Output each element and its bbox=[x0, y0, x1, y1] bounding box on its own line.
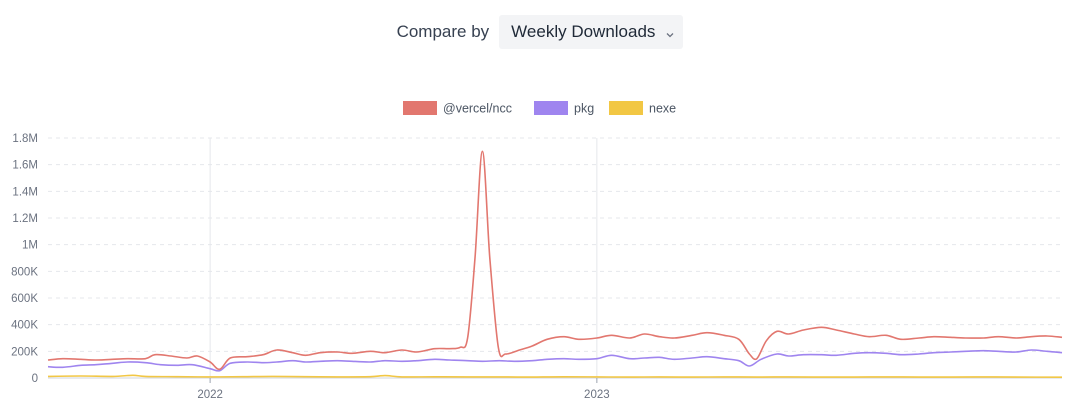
compare-by-selected-value: Weekly Downloads bbox=[511, 22, 656, 41]
compare-by-select[interactable]: Weekly Downloads bbox=[499, 15, 684, 49]
legend-swatch-pkg bbox=[534, 101, 568, 115]
y-tick-label: 800K bbox=[11, 266, 38, 278]
y-tick-label: 600K bbox=[11, 293, 38, 305]
y-tick-label: 1.8M bbox=[12, 133, 38, 145]
y-tick-label: 1.4M bbox=[12, 186, 38, 198]
x-tick-label: 2023 bbox=[584, 389, 610, 401]
legend-swatch-vercel-ncc bbox=[403, 101, 437, 115]
chevron-down-icon bbox=[665, 27, 675, 38]
y-tick-label: 1M bbox=[22, 240, 38, 252]
y-tick-label: 1.2M bbox=[12, 213, 38, 225]
compare-by-label: Compare by bbox=[396, 22, 490, 41]
series-line-nexe bbox=[47, 374, 1063, 378]
legend-label-vercel-ncc: @vercel/ncc bbox=[443, 102, 512, 116]
y-tick-label: 0 bbox=[32, 373, 38, 385]
legend-label-nexe: nexe bbox=[649, 102, 676, 116]
y-tick-label: 1.6M bbox=[12, 160, 38, 172]
y-tick-label: 400K bbox=[11, 320, 38, 332]
legend-swatch-nexe bbox=[609, 101, 643, 115]
series-line-pkg bbox=[47, 349, 1063, 372]
x-tick-label: 2022 bbox=[197, 389, 223, 401]
compare-by-bar: Compare by Weekly Downloads bbox=[0, 14, 1080, 50]
series-line-vercel-ncc bbox=[47, 150, 1063, 371]
legend-label-pkg: pkg bbox=[574, 102, 594, 116]
y-tick-label: 200K bbox=[11, 346, 38, 358]
